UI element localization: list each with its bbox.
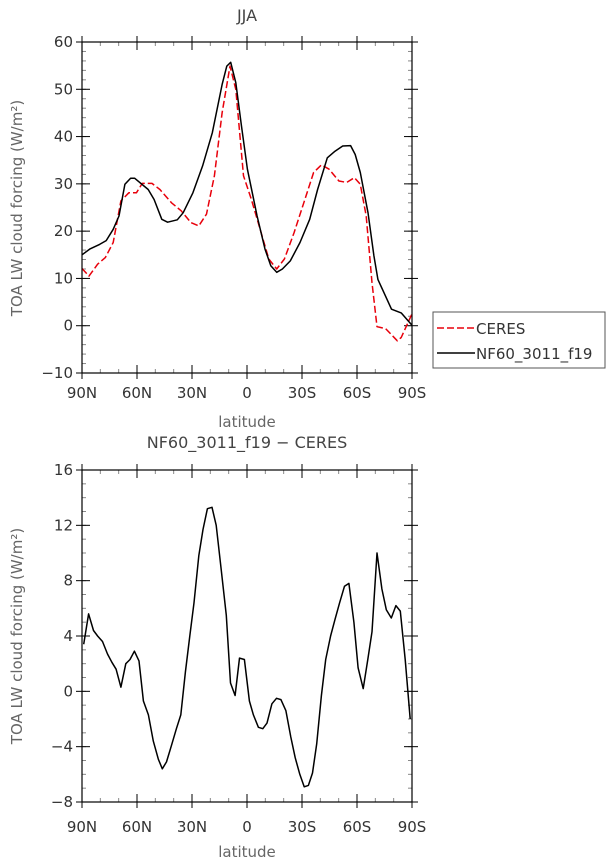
x-axis-label: latitude: [218, 413, 276, 431]
x-tick-label: 0: [242, 818, 252, 836]
plot-frame: [81, 41, 413, 374]
x-tick-label: 90S: [398, 818, 427, 836]
y-tick-label: 12: [54, 516, 73, 534]
x-axis-label: latitude: [218, 843, 276, 861]
x-tick-label: 30N: [177, 818, 207, 836]
series-line-ceres: [81, 65, 413, 342]
x-tick-label: 60N: [122, 818, 152, 836]
y-tick-label: 30: [54, 175, 73, 193]
legend-box: [432, 311, 606, 369]
x-tick-label: 60N: [122, 384, 152, 402]
x-tick-label: 0: [242, 384, 252, 402]
top-panel-jja: JJA latitude TOA LW cloud forcing (W/m²)…: [8, 6, 606, 431]
x-tick-label: 90N: [67, 384, 97, 402]
plot-frame: [81, 469, 413, 803]
y-tick-label: 20: [54, 222, 73, 240]
x-tick-label: 30S: [288, 818, 317, 836]
series-line-nf60-3011-f19: [81, 61, 413, 326]
chart-title: NF60_3011_f19 − CERES: [147, 433, 347, 453]
y-axis-label: TOA LW cloud forcing (W/m²): [8, 100, 26, 317]
chart-title: JJA: [236, 6, 257, 25]
legend: CERES NF60_3011_f19: [432, 311, 606, 369]
y-tick-label: 60: [54, 33, 73, 51]
x-tick-label: 90S: [398, 384, 427, 402]
y-axis-label: TOA LW cloud forcing (W/m²): [8, 528, 26, 745]
y-tick-label: 0: [63, 317, 73, 335]
x-tick-label: 30N: [177, 384, 207, 402]
y-tick-label: 4: [63, 627, 73, 645]
y-tick-label: 10: [54, 269, 73, 287]
y-tick-label: 0: [63, 682, 73, 700]
y-tick-label: 50: [54, 80, 73, 98]
y-tick-label: −4: [51, 738, 73, 756]
y-tick-label: −8: [51, 793, 73, 811]
x-tick-label: 90N: [67, 818, 97, 836]
y-tick-label: 8: [63, 572, 73, 590]
legend-label-model: NF60_3011_f19: [476, 345, 592, 364]
y-tick-label: −10: [41, 364, 73, 382]
x-tick-label: 60S: [343, 384, 372, 402]
y-tick-label: 40: [54, 128, 73, 146]
axis-ticks: [76, 464, 418, 808]
series-line-nf60-3011-f19-ceres: [82, 506, 411, 788]
x-tick-label: 30S: [288, 384, 317, 402]
x-tick-label: 60S: [343, 818, 372, 836]
bottom-panel-difference: NF60_3011_f19 − CERES latitude TOA LW cl…: [8, 433, 426, 861]
y-tick-label: 16: [54, 461, 73, 479]
legend-label-ceres: CERES: [476, 320, 525, 338]
